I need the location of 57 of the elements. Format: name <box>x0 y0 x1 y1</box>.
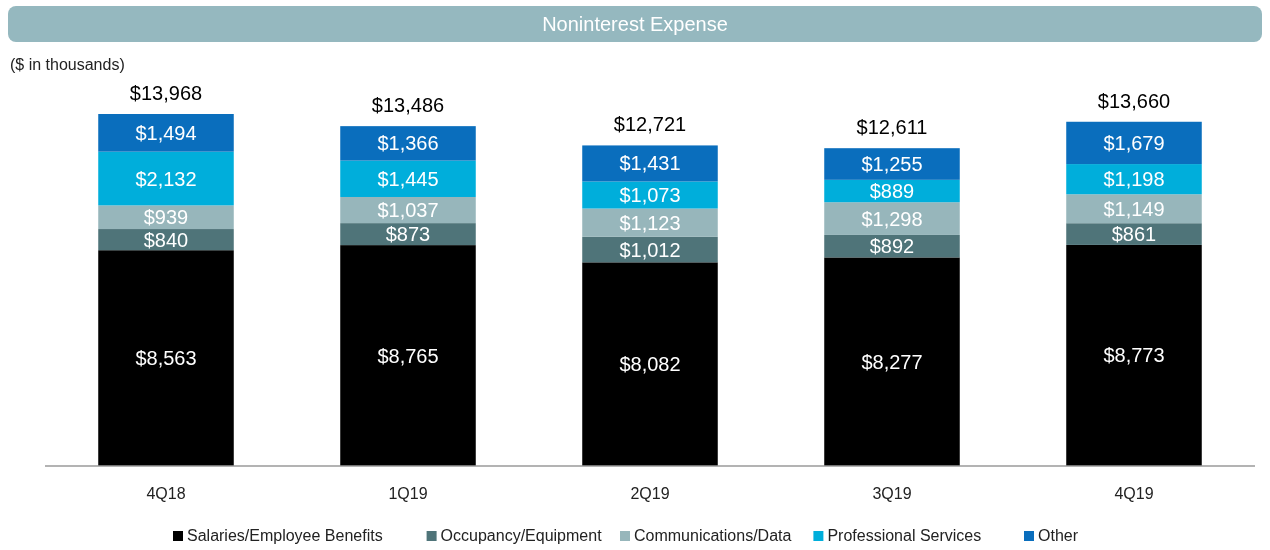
bar <box>582 145 718 182</box>
data-label: $1,431 <box>619 152 681 175</box>
data-label: $8,773 <box>1103 344 1165 367</box>
data-label: $1,037 <box>377 199 439 222</box>
data-label: $1,198 <box>1103 168 1165 191</box>
data-label: $1,445 <box>377 167 439 190</box>
x-tick-label: 2Q19 <box>630 485 670 502</box>
bar <box>1066 194 1202 224</box>
data-label: $1,073 <box>619 184 681 207</box>
legend-label: Communications/Data <box>634 527 792 544</box>
bar <box>824 148 960 180</box>
x-tick-label: 1Q19 <box>388 485 428 502</box>
data-label: $1,679 <box>1103 131 1165 154</box>
data-label: $8,563 <box>135 347 197 370</box>
x-tick-label: 4Q19 <box>1114 485 1154 502</box>
data-label: $8,082 <box>619 353 681 376</box>
bar <box>98 114 234 152</box>
x-tick-label: 4Q18 <box>146 485 186 502</box>
legend-label: Occupancy/Equipment <box>440 527 603 544</box>
chart-title: Noninterest Expense <box>542 13 728 35</box>
data-label: $1,366 <box>377 132 439 155</box>
data-label: $8,277 <box>861 350 923 373</box>
total-label: $12,611 <box>856 116 928 139</box>
bar <box>582 181 718 209</box>
data-label: $840 <box>143 228 189 251</box>
data-label: $1,012 <box>619 238 681 261</box>
total-label: $13,660 <box>1097 89 1171 112</box>
total-label: $13,968 <box>129 82 203 104</box>
data-label: $1,255 <box>861 153 923 176</box>
data-label: $1,149 <box>1103 197 1165 220</box>
data-label: $939 <box>143 206 189 229</box>
data-label: $873 <box>385 223 431 246</box>
legend-label: Other <box>1038 527 1079 544</box>
bar <box>824 202 960 235</box>
x-tick-label: 3Q19 <box>872 485 912 502</box>
bar <box>1066 244 1202 466</box>
data-label: $892 <box>869 235 915 258</box>
legend-label: Professional Services <box>827 527 982 544</box>
data-label: $8,765 <box>377 344 439 367</box>
total-label: $13,486 <box>371 94 445 117</box>
bar <box>98 250 234 466</box>
data-label: $1,123 <box>619 211 681 234</box>
bar <box>340 126 476 161</box>
bar <box>582 262 718 466</box>
data-label: $2,132 <box>135 167 197 190</box>
data-label: $889 <box>869 180 915 203</box>
legend-label: Salaries/Employee Benefits <box>187 527 383 544</box>
bar <box>98 151 234 206</box>
bar <box>824 257 960 466</box>
bar <box>340 160 476 197</box>
chart-subtitle: ($ in thousands) <box>10 56 125 73</box>
bar <box>1066 121 1202 165</box>
data-label: $1,494 <box>135 121 197 144</box>
data-label: $861 <box>1111 223 1157 246</box>
total-label: $12,721 <box>613 113 687 136</box>
data-label: $1,298 <box>861 207 923 230</box>
bar <box>340 245 476 466</box>
